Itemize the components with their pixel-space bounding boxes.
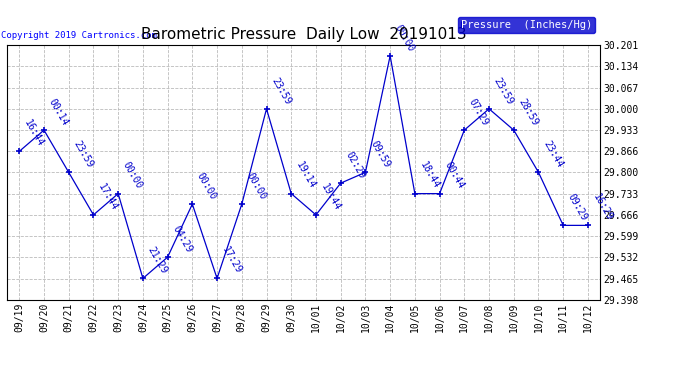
Text: 00:00: 00:00 xyxy=(121,160,144,191)
Text: 23:44: 23:44 xyxy=(541,139,564,170)
Text: 28:59: 28:59 xyxy=(517,97,540,128)
Text: 00:00: 00:00 xyxy=(244,171,268,201)
Text: 00:00: 00:00 xyxy=(195,171,219,201)
Legend: Pressure  (Inches/Hg): Pressure (Inches/Hg) xyxy=(457,17,595,33)
Text: 19:44: 19:44 xyxy=(319,182,342,212)
Text: 09:29: 09:29 xyxy=(566,192,589,223)
Text: Copyright 2019 Cartronics.com: Copyright 2019 Cartronics.com xyxy=(1,31,157,40)
Text: 17:44: 17:44 xyxy=(96,182,119,212)
Text: 09:59: 09:59 xyxy=(368,139,391,170)
Title: Barometric Pressure  Daily Low  20191013: Barometric Pressure Daily Low 20191013 xyxy=(141,27,466,42)
Text: 00:14: 00:14 xyxy=(47,97,70,128)
Text: 02:29: 02:29 xyxy=(344,150,367,180)
Text: 23:59: 23:59 xyxy=(72,139,95,170)
Text: 23:59: 23:59 xyxy=(269,76,293,106)
Text: 16:29: 16:29 xyxy=(591,192,614,223)
Text: 16:44: 16:44 xyxy=(22,118,46,148)
Text: 00:44: 00:44 xyxy=(442,160,466,191)
Text: 04:29: 04:29 xyxy=(170,224,194,254)
Text: 19:14: 19:14 xyxy=(294,160,317,191)
Text: 00:00: 00:00 xyxy=(393,22,416,53)
Text: 07:29: 07:29 xyxy=(467,97,491,128)
Text: 21:29: 21:29 xyxy=(146,245,169,276)
Text: 18:44: 18:44 xyxy=(417,160,441,191)
Text: 17:29: 17:29 xyxy=(220,245,243,276)
Text: 23:59: 23:59 xyxy=(492,76,515,106)
